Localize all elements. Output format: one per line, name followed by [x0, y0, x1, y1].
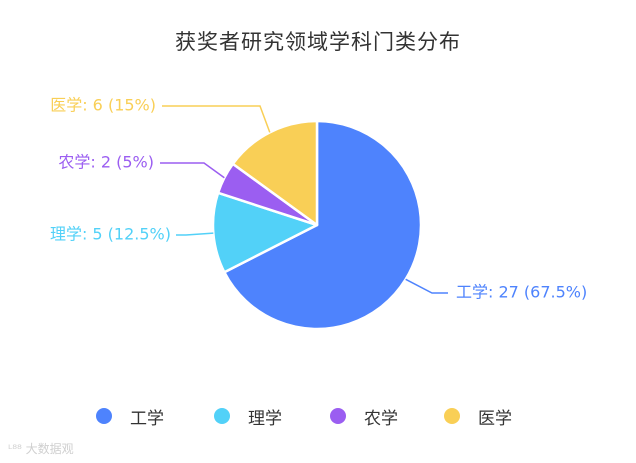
legend-label: 工学	[130, 408, 164, 429]
pie-slice-1[interactable]	[223, 119, 423, 331]
leader-line-1	[405, 278, 448, 294]
legend-item-4[interactable]: 医学	[444, 402, 512, 430]
legend-marker-icon	[444, 408, 460, 424]
legend-marker-icon	[96, 408, 112, 424]
data-label-4: 医学: 6 (15%)	[50, 96, 156, 115]
legend-marker-icon	[214, 408, 230, 424]
chart-title: 获奖者研究领域学科门类分布	[175, 30, 461, 54]
legend-item-1[interactable]: 工学	[96, 402, 164, 430]
legend-item-3[interactable]: 农学	[330, 402, 398, 430]
legend-label: 理学	[248, 408, 282, 429]
watermark-text: 大数据观	[25, 442, 74, 456]
legend-label: 医学	[478, 408, 512, 429]
leader-line-3	[160, 162, 225, 179]
legend: 工学 理学 农学 医学	[0, 402, 636, 430]
leader-line-4	[162, 105, 271, 133]
data-label-3: 农学: 2 (5%)	[58, 153, 154, 172]
leader-line-2	[176, 232, 214, 236]
data-label-1: 工学: 27 (67.5%)	[456, 283, 587, 302]
watermark: ᴸ⁸⁸ 大数据观	[8, 440, 74, 457]
legend-item-2[interactable]: 理学	[214, 402, 282, 430]
legend-marker-icon	[330, 408, 346, 424]
watermark-logo-icon: ᴸ⁸⁸	[8, 442, 22, 456]
legend-label: 农学	[364, 408, 398, 429]
data-label-2: 理学: 5 (12.5%)	[50, 225, 171, 244]
